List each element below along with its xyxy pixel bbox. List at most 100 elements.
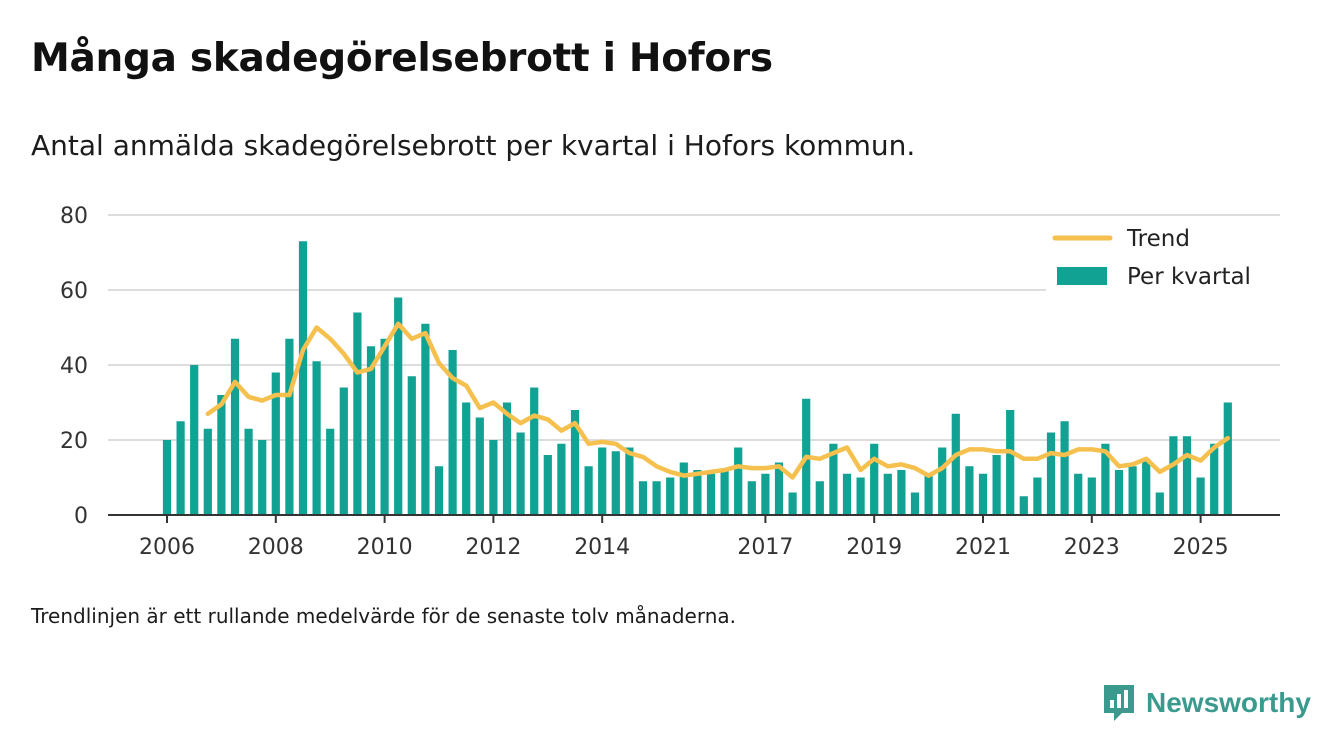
bar — [339, 387, 348, 515]
bar — [910, 492, 920, 515]
x-tick-label: 2010 — [357, 535, 413, 560]
bar — [897, 470, 906, 515]
bar — [176, 421, 185, 515]
bar — [1128, 466, 1137, 515]
bar — [693, 470, 702, 515]
bar — [421, 323, 430, 515]
bar — [1196, 477, 1205, 515]
bar — [1006, 410, 1015, 515]
bar — [380, 338, 389, 515]
trend-line — [205, 321, 1231, 480]
y-tick-label: 40 — [60, 354, 88, 379]
bar — [938, 447, 947, 515]
bar — [394, 297, 403, 515]
x-tick-label: 2023 — [1064, 535, 1120, 560]
bar — [1114, 470, 1124, 515]
bar — [530, 387, 539, 515]
bar — [883, 473, 892, 515]
bar — [1169, 436, 1178, 515]
bar — [829, 443, 838, 515]
newsworthy-logo-icon — [1104, 685, 1134, 721]
x-tick-label: 2008 — [248, 535, 304, 560]
bar — [258, 440, 267, 515]
bar — [842, 473, 852, 515]
bar — [720, 470, 729, 515]
bar — [978, 473, 988, 515]
y-tick-label: 80 — [60, 204, 88, 229]
bar — [788, 492, 797, 515]
footnote: Trendlinjen är ett rullande medelvärde f… — [31, 604, 737, 628]
bar — [162, 440, 172, 515]
bar — [475, 417, 484, 515]
bar — [965, 466, 974, 515]
bar — [625, 447, 634, 515]
y-tick-label: 20 — [60, 429, 88, 454]
bar — [951, 413, 960, 515]
bar — [1019, 496, 1028, 515]
bar — [1155, 492, 1164, 515]
bar — [706, 473, 716, 515]
bar — [516, 432, 525, 515]
bar — [1046, 432, 1056, 515]
chart-title: Många skadegörelsebrott i Hofors — [31, 36, 773, 81]
bar — [734, 447, 743, 515]
bar — [366, 346, 376, 515]
bar — [815, 481, 824, 515]
bar — [992, 455, 1001, 515]
bar — [652, 481, 661, 515]
bar — [584, 466, 593, 515]
bar — [924, 473, 933, 515]
legend: Trend Per kvartal — [1046, 220, 1282, 292]
bar — [285, 338, 294, 515]
x-tick-label: 2025 — [1173, 535, 1229, 560]
bar — [1142, 458, 1151, 515]
legend-bar-label: Per kvartal — [1127, 264, 1251, 290]
bar — [557, 443, 566, 515]
bar — [1087, 477, 1096, 515]
bar — [1101, 443, 1110, 515]
bar — [217, 395, 226, 515]
bar — [1033, 477, 1042, 515]
y-tick-label: 0 — [74, 504, 88, 529]
bar — [1210, 443, 1219, 515]
bar — [679, 462, 688, 515]
legend-trend-label: Trend — [1126, 226, 1190, 252]
bar — [1182, 436, 1192, 515]
bar — [856, 477, 865, 515]
bar — [353, 312, 362, 515]
bar — [462, 402, 471, 515]
bar — [407, 376, 416, 515]
brand-logo: Newsworthy — [1102, 682, 1312, 724]
bar — [312, 361, 321, 515]
bar — [1223, 402, 1232, 515]
bar — [448, 350, 457, 515]
x-tick-label: 2006 — [139, 535, 195, 560]
bar — [870, 443, 879, 515]
chart-subtitle: Antal anmälda skadegörelsebrott per kvar… — [31, 129, 916, 162]
bar — [611, 451, 620, 515]
bar-series — [162, 241, 1232, 515]
bar — [489, 440, 498, 515]
bar — [434, 466, 444, 515]
x-tick-label: 2019 — [846, 535, 902, 560]
bar — [1060, 421, 1069, 515]
x-tick-label: 2012 — [465, 535, 521, 560]
bar — [761, 473, 770, 515]
bar — [570, 410, 580, 515]
bar — [638, 481, 648, 515]
bar — [502, 402, 512, 515]
bar — [543, 455, 552, 515]
y-tick-label: 60 — [60, 279, 88, 304]
legend-bar-swatch — [1057, 267, 1107, 285]
bar — [666, 477, 675, 515]
bar — [230, 338, 240, 515]
bar — [747, 481, 756, 515]
bar — [244, 428, 253, 515]
x-tick-label: 2017 — [737, 535, 793, 560]
bar — [598, 447, 607, 515]
bar — [326, 428, 335, 515]
axes: 2006 2008 2010 2012 2014 2017 2019 2021 2023 2025 — [108, 514, 1280, 560]
bar — [298, 241, 308, 515]
bar — [203, 428, 212, 515]
